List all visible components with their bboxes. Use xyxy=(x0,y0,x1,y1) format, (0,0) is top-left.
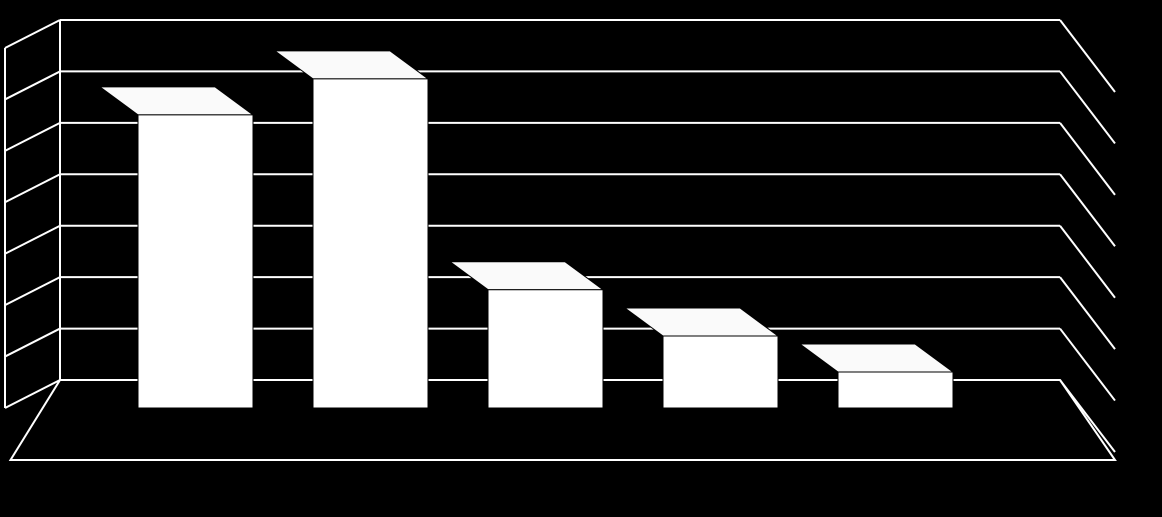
bar-chart-3d xyxy=(0,0,1162,517)
